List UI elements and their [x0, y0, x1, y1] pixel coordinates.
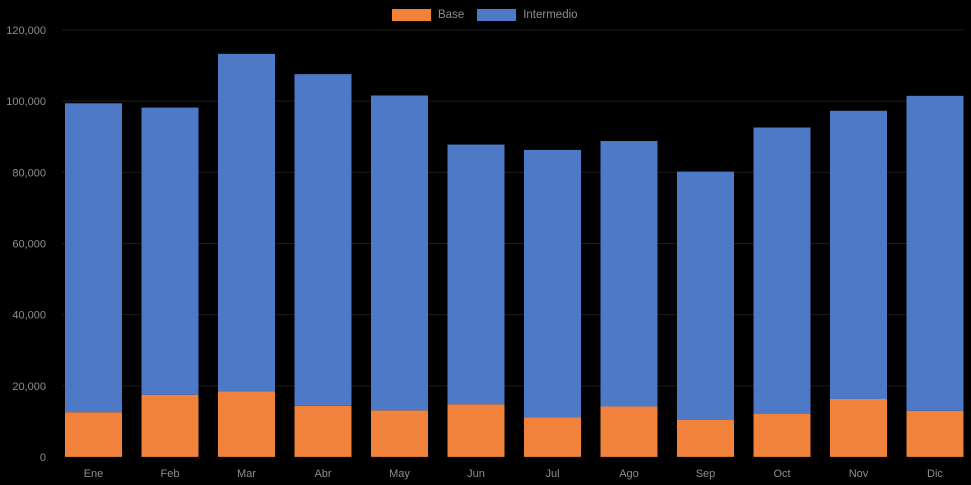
- bar-segment-base-dic: [906, 410, 964, 457]
- bar-segment-base-abr: [294, 405, 352, 457]
- bar-segment-base-feb: [141, 394, 199, 457]
- y-tick-label: 40,000: [12, 310, 46, 322]
- bar-segment-base-oct: [753, 413, 811, 457]
- bar-segment-base-sep: [677, 419, 734, 457]
- x-tick-label: Ene: [84, 468, 104, 480]
- legend-swatch-base-icon: [392, 9, 431, 21]
- bar-segment-intermedio-ene: [65, 103, 122, 413]
- x-tick-label: Feb: [161, 468, 180, 480]
- x-tick-label: Abr: [314, 468, 331, 480]
- x-tick-label: Ago: [619, 468, 639, 480]
- x-tick-label: Sep: [696, 468, 716, 480]
- bar-segment-intermedio-oct: [753, 127, 811, 414]
- bar-segment-intermedio-jun: [447, 144, 505, 405]
- bar-segment-intermedio-feb: [141, 107, 199, 395]
- x-tick-label: May: [389, 468, 410, 480]
- bar-segment-base-nov: [830, 398, 887, 457]
- y-tick-label: 100,000: [6, 96, 46, 108]
- bar-segment-intermedio-dic: [906, 95, 964, 411]
- y-tick-label: 60,000: [12, 239, 46, 251]
- bar-segment-base-ago: [600, 406, 658, 457]
- x-tick-label: Jul: [545, 468, 559, 480]
- bar-segment-intermedio-nov: [830, 110, 887, 399]
- bar-segment-base-ene: [65, 412, 122, 457]
- bar-segment-intermedio-mar: [218, 53, 275, 392]
- y-tick-label: 0: [40, 452, 46, 464]
- bar-segment-intermedio-may: [371, 95, 428, 411]
- bar-segment-base-jul: [524, 417, 581, 457]
- legend-swatch-intermedio-icon: [477, 9, 517, 21]
- x-tick-label: Oct: [773, 468, 790, 480]
- y-tick-label: 80,000: [12, 167, 46, 179]
- bar-segment-intermedio-sep: [677, 171, 734, 420]
- legend-item-intermedio: Intermedio: [477, 9, 578, 21]
- legend-label-intermedio: Intermedio: [523, 9, 578, 21]
- legend-item-base: Base: [392, 9, 464, 21]
- bar-segment-base-may: [371, 410, 428, 457]
- bar-segment-intermedio-ago: [600, 141, 658, 407]
- bar-segment-base-jun: [447, 404, 505, 457]
- x-tick-label: Nov: [849, 468, 869, 480]
- y-tick-label: 20,000: [12, 381, 46, 393]
- bar-segment-intermedio-jul: [524, 149, 581, 418]
- bar-segment-base-mar: [218, 391, 275, 457]
- legend: Base Intermedio: [392, 9, 578, 21]
- bar-segment-intermedio-abr: [294, 74, 352, 406]
- y-tick-label: 120,000: [6, 25, 46, 37]
- legend-label-base: Base: [438, 9, 465, 21]
- x-tick-label: Mar: [237, 468, 256, 480]
- x-tick-label: Dic: [927, 468, 943, 480]
- x-tick-label: Jun: [467, 468, 485, 480]
